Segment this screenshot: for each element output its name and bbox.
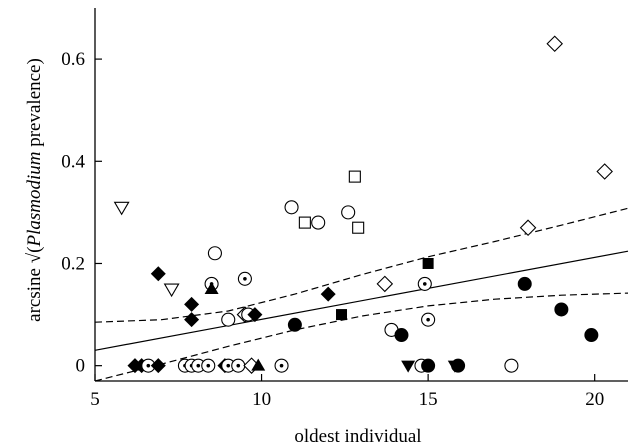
y-axis-ticks: 0 0.2 0.4 0.6 xyxy=(61,49,102,377)
x-axis-label: oldest individual xyxy=(294,426,421,447)
data-point-circle-filled xyxy=(517,276,532,291)
circle-dot-center xyxy=(426,317,430,322)
circle-dot-center xyxy=(422,282,427,286)
data-point-circle-filled xyxy=(451,358,466,373)
y-tick-label: 0.2 xyxy=(61,253,85,274)
data-point-tri-up-filled xyxy=(204,282,219,295)
data-point-square-filled xyxy=(422,257,434,269)
data-point-circle-dot xyxy=(421,312,436,327)
data-point-square-open xyxy=(352,221,365,234)
x-tick-label: 20 xyxy=(585,389,604,410)
data-point-diamond-filled xyxy=(150,358,166,374)
y-tick-label: 0 xyxy=(76,356,86,377)
data-point-diamond-open xyxy=(596,163,613,180)
circle-dot-center xyxy=(236,363,241,368)
data-point-circle-dot xyxy=(274,358,289,373)
data-points xyxy=(113,35,613,374)
x-tick-label: 15 xyxy=(419,389,438,410)
data-point-square-open xyxy=(298,216,311,229)
y-axis-label-prefix: arcsine √( xyxy=(24,247,45,322)
data-point-diamond-filled xyxy=(247,307,263,323)
data-point-diamond-open xyxy=(546,35,563,53)
y-tick-label: 0.4 xyxy=(61,151,85,172)
data-point-circle-filled xyxy=(584,328,599,343)
circle-dot-center xyxy=(226,363,231,368)
data-point-diamond-open xyxy=(376,275,394,293)
data-point-circle-dot xyxy=(201,358,216,373)
circle-dot-center xyxy=(243,277,247,281)
data-point-circle-open xyxy=(504,358,519,373)
circle-dot-center xyxy=(279,363,284,368)
y-tick-label: 0.6 xyxy=(61,49,85,70)
data-point-square-filled xyxy=(336,309,348,321)
data-point-circle-filled xyxy=(554,302,569,317)
x-axis-ticks: 5 10 15 20 xyxy=(90,374,604,410)
regression-line xyxy=(94,250,629,351)
data-point-circle-filled xyxy=(287,317,302,332)
circle-dot-center xyxy=(206,363,211,368)
data-point-diamond-filled xyxy=(184,296,200,312)
data-point-circle-filled xyxy=(394,328,409,343)
data-point-diamond-filled xyxy=(150,266,166,282)
x-tick-label: 10 xyxy=(252,389,271,410)
data-point-circle-open xyxy=(207,246,222,261)
data-point-circle-open xyxy=(284,200,299,215)
data-point-circle-dot xyxy=(237,271,252,286)
data-point-diamond-filled xyxy=(184,312,200,328)
y-axis-label: arcsine √(Plasmodium prevalence) xyxy=(24,58,45,322)
data-point-diamond-open xyxy=(519,219,537,236)
confidence-band-lower xyxy=(94,292,629,382)
data-point-circle-dot xyxy=(231,358,246,373)
x-tick-label: 5 xyxy=(90,389,100,410)
y-axis-label-italic: Plasmodium xyxy=(24,152,45,248)
axes xyxy=(94,8,628,382)
data-point-circle-filled xyxy=(421,358,436,373)
data-point-square-open xyxy=(348,170,361,183)
regression-lines xyxy=(94,207,629,382)
data-point-tri-down-open xyxy=(113,201,130,216)
data-point-circle-dot xyxy=(417,276,432,291)
data-point-circle-open xyxy=(341,205,356,220)
circle-dot-center xyxy=(196,363,201,368)
confidence-band-upper xyxy=(94,207,629,323)
data-point-circle-open xyxy=(221,312,236,327)
y-axis-label-suffix: prevalence) xyxy=(24,58,45,151)
data-point-tri-down-filled xyxy=(401,360,416,373)
data-point-tri-up-filled xyxy=(251,358,266,371)
circle-dot-center xyxy=(146,363,151,368)
data-point-circle-open xyxy=(311,215,326,230)
data-point-tri-down-open xyxy=(163,283,180,298)
data-point-diamond-filled xyxy=(320,286,336,302)
